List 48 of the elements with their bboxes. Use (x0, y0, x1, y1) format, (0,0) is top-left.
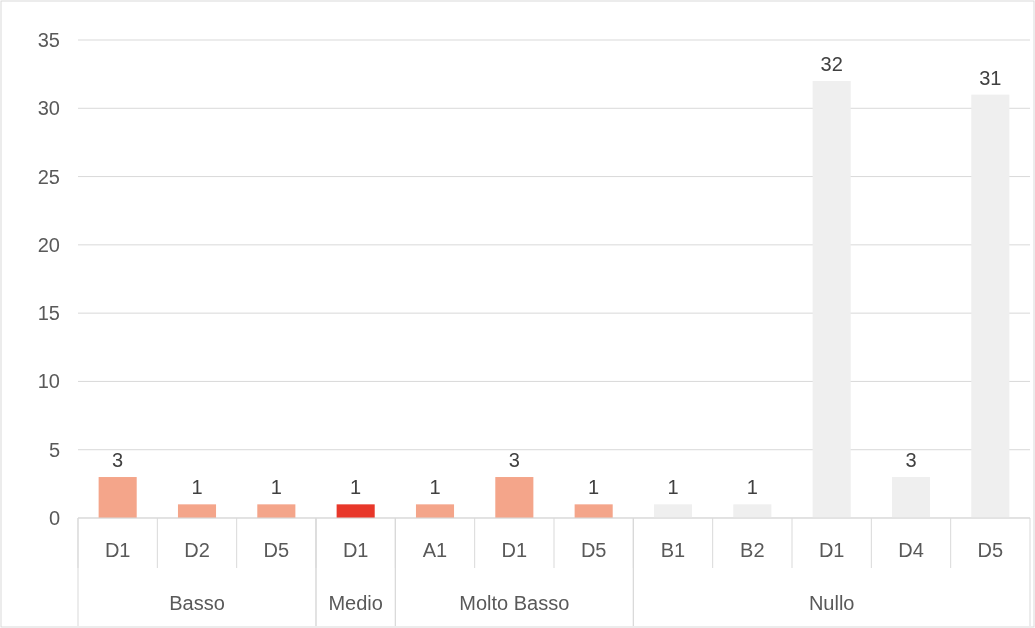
y-tick-label: 20 (37, 233, 60, 256)
text: Nullo (808, 592, 855, 614)
bar (495, 477, 534, 518)
bar (415, 504, 455, 518)
y-tick-label: 25 (37, 165, 60, 188)
x-tick-label: D5 (263, 539, 290, 561)
data-label: 1 (350, 476, 362, 499)
x-tick-label: D1 (342, 539, 369, 561)
bar (177, 504, 217, 518)
data-label: 1 (667, 476, 679, 499)
bar (891, 477, 931, 518)
text: Basso (169, 592, 225, 614)
bar (653, 504, 693, 518)
data-label: 1 (429, 476, 441, 499)
y-tick-label: 0 (48, 507, 60, 529)
data-label: 1 (191, 476, 203, 499)
data-label: 1 (746, 476, 758, 499)
bar (812, 80, 851, 518)
text: Molto Basso (459, 592, 570, 614)
y-tick-label: 15 (37, 302, 60, 325)
data-label: 3 (905, 449, 917, 472)
data-label: 1 (270, 476, 282, 499)
y-tick-label: 10 (37, 370, 60, 393)
x-tick-label: D5 (977, 539, 1004, 561)
x-tick-label: D4 (898, 539, 924, 561)
bar (574, 504, 613, 518)
x-tick-label: A1 (422, 539, 448, 561)
x-tick-label: D5 (580, 539, 607, 561)
x-tick-label: D1 (818, 539, 845, 561)
x-tick-label: B2 (740, 539, 765, 561)
x-tick-label: B1 (660, 539, 686, 561)
y-tick-label: 5 (48, 438, 60, 461)
data-label: 32 (820, 52, 843, 75)
bar (971, 94, 1010, 518)
y-tick-label: 35 (37, 29, 60, 51)
text: Medio (328, 592, 383, 614)
bar (733, 504, 772, 518)
bar (257, 504, 296, 518)
data-label: 3 (508, 449, 520, 472)
x-tick-label: D2 (184, 539, 210, 561)
x-tick-label: D1 (501, 539, 528, 561)
x-tick-label: D1 (104, 539, 131, 561)
bar (336, 504, 375, 518)
y-tick-label: 30 (37, 97, 60, 120)
bar (98, 477, 137, 518)
data-label: 31 (979, 66, 1002, 89)
data-label: 1 (588, 476, 600, 499)
data-label: 3 (112, 449, 124, 472)
